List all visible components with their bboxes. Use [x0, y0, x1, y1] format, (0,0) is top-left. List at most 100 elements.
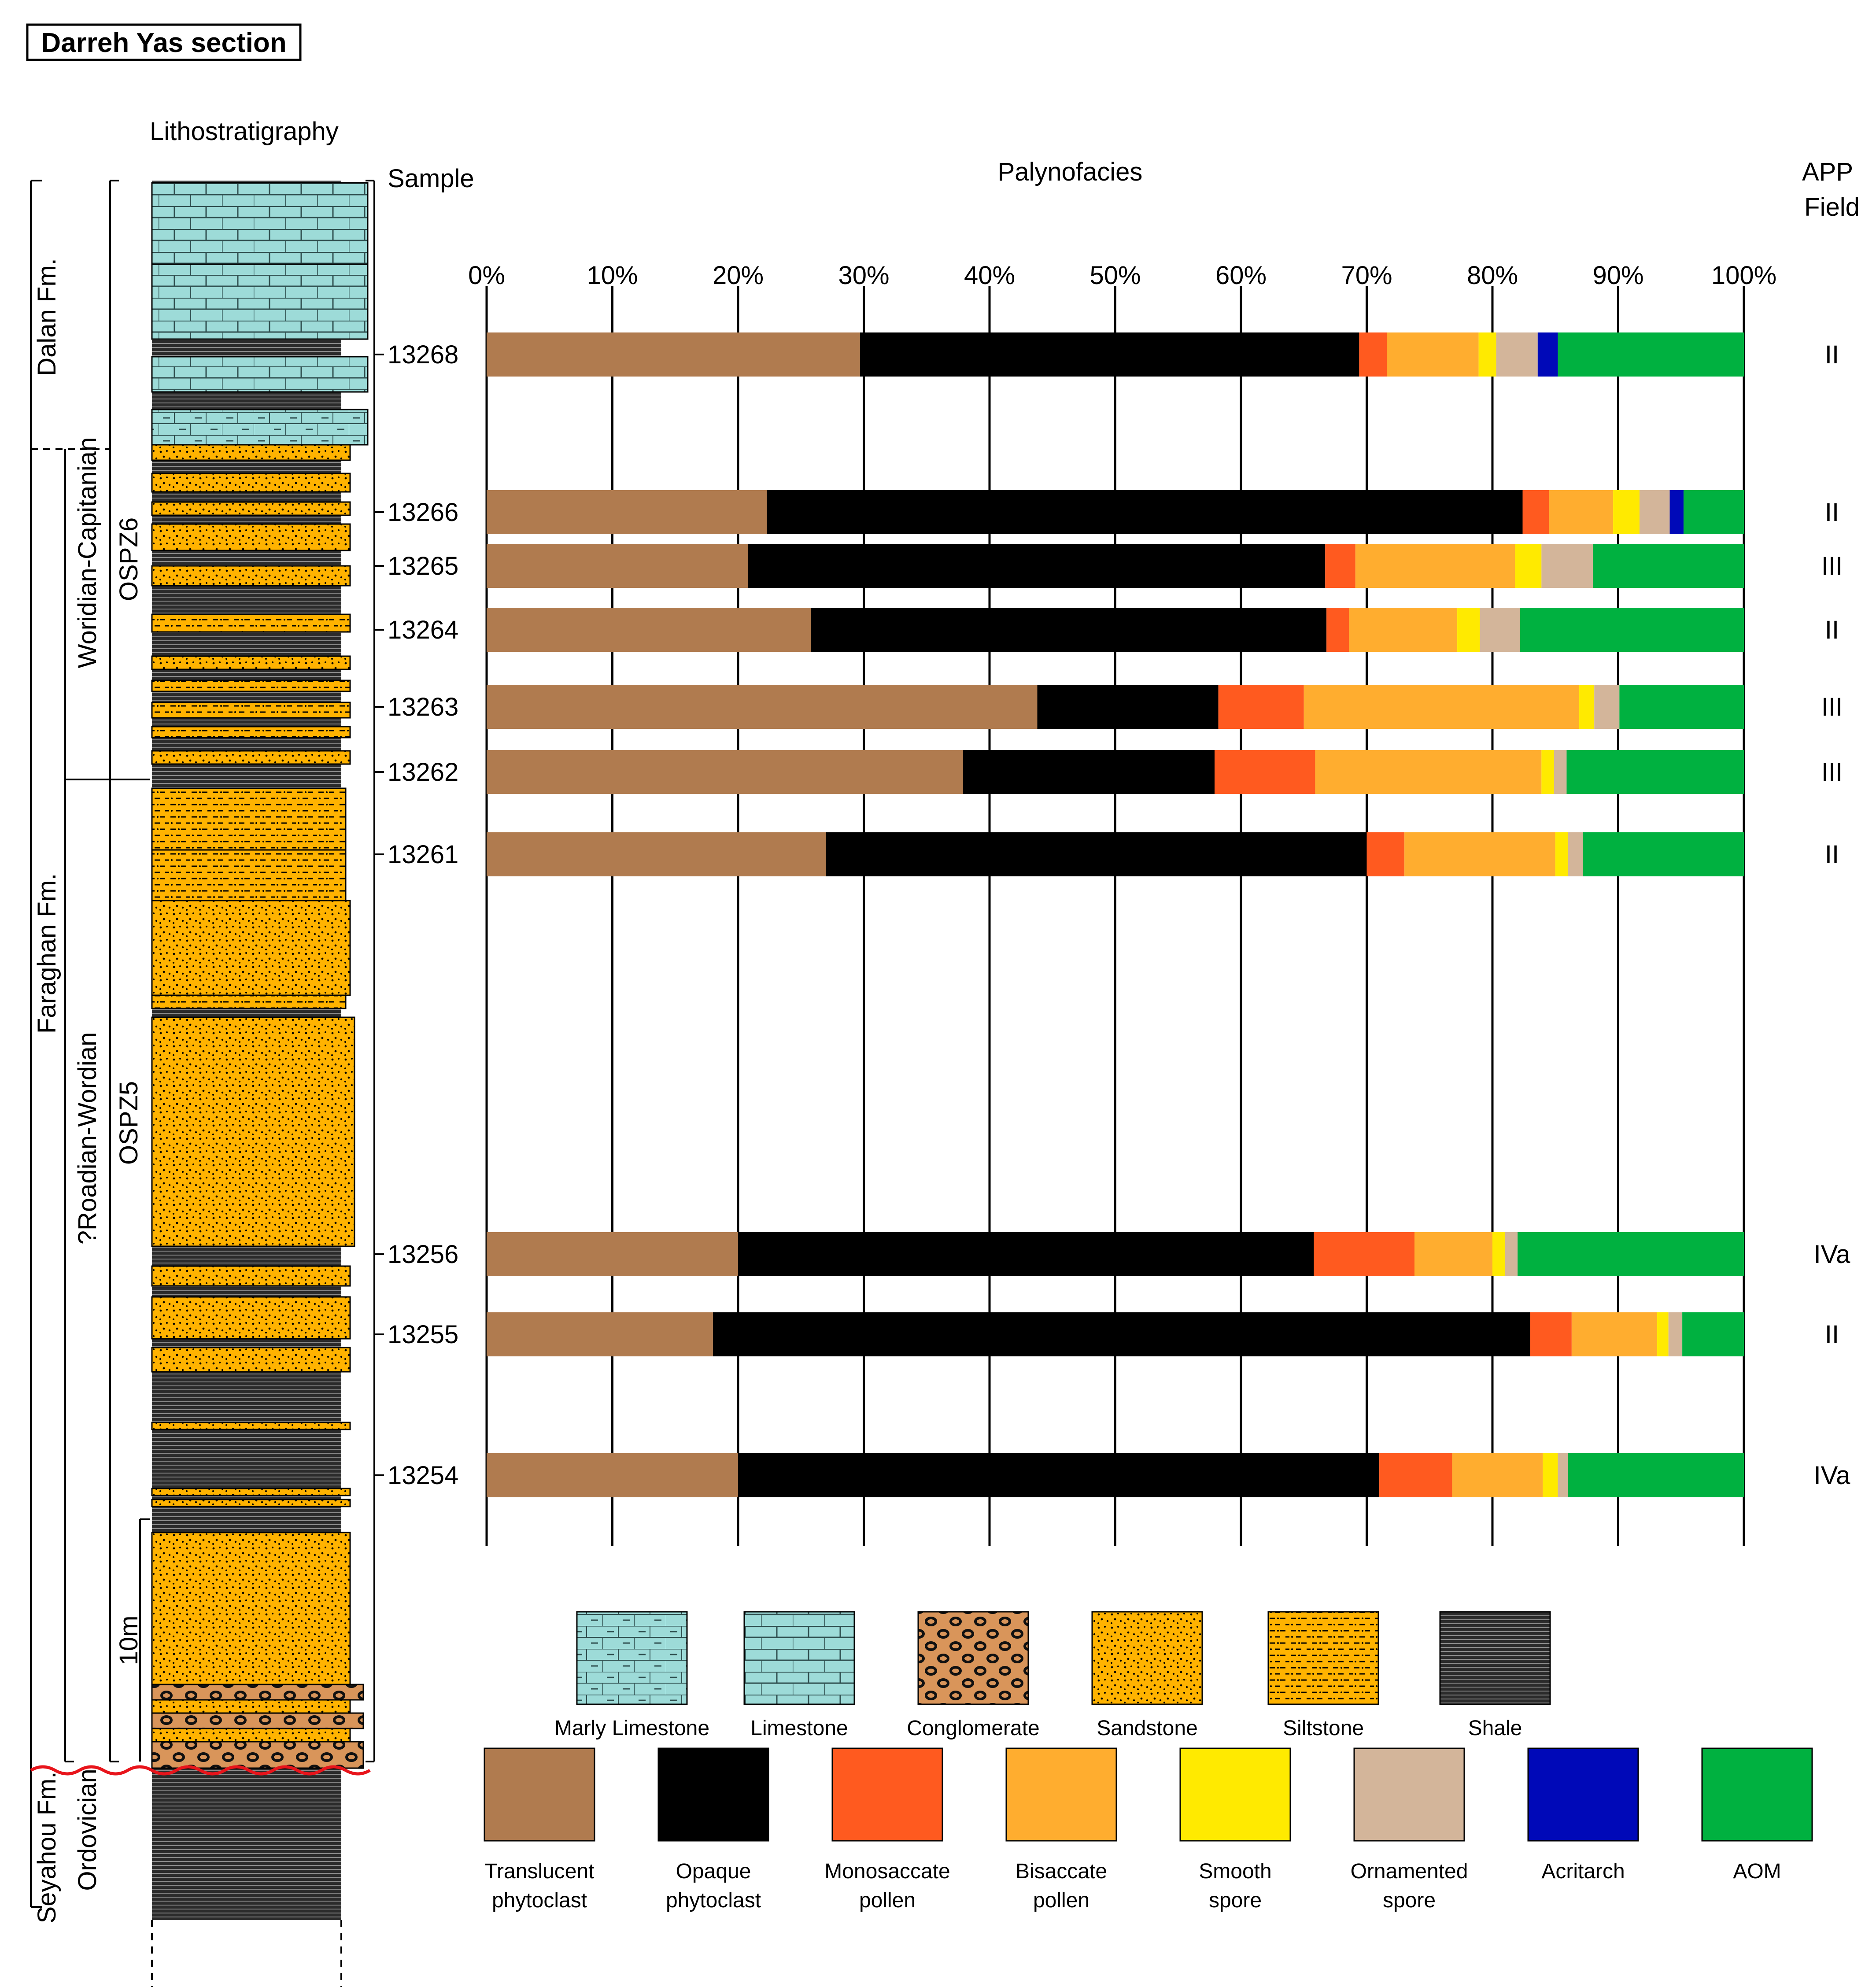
bar-segment-bisaccate [1414, 1232, 1492, 1276]
zone-ospz5: OSPZ5 [114, 1081, 143, 1165]
figure-title: Darreh Yas section [41, 28, 286, 58]
legend-swatch-acritarch [1527, 1747, 1639, 1842]
lithology-legend-labels: Marly Limestone Limestone Conglomerate S… [554, 1717, 1522, 1740]
legend-swatch-opaque [657, 1747, 769, 1842]
legend-swatch-siltstone [1267, 1611, 1379, 1705]
legend-label-sandstone: Sandstone [1097, 1717, 1198, 1740]
bar-segment-monosaccate [1359, 332, 1387, 377]
bar-segment-smooth [1555, 832, 1568, 876]
conglomerate-bed [151, 1741, 364, 1769]
x-tick-label: 60% [1215, 261, 1267, 290]
legend-label-ornamented: spore [1383, 1889, 1436, 1912]
legend-label-smooth: spore [1209, 1889, 1262, 1912]
legend-swatch-marly-limestone [576, 1611, 688, 1705]
conglomerate-bed [151, 1684, 364, 1701]
bar-segment-opaque [860, 332, 1359, 377]
sample-label: 13261 [388, 840, 458, 869]
bar-segment-translucent [487, 332, 860, 377]
bar-segment-smooth [1478, 332, 1496, 377]
siltstone-bed [151, 702, 351, 719]
x-tick-label: 30% [838, 261, 889, 290]
sample-label: 13256 [388, 1240, 458, 1269]
bar-segment-translucent [487, 1453, 738, 1497]
x-tick-label: 80% [1467, 261, 1518, 290]
bar-segment-opaque [748, 544, 1326, 588]
legend-label-marly-limestone: Marly Limestone [554, 1717, 709, 1740]
bar-segment-smooth [1657, 1312, 1669, 1356]
component-legend: Translucent phytoclast Opaque phytoclast Mon… [484, 1747, 1813, 1912]
sandstone-bed [151, 900, 351, 996]
bar-segment-aom [1568, 1453, 1744, 1497]
strat-framework [30, 180, 375, 1987]
bar-segment-bisaccate [1404, 832, 1555, 876]
x-tick-label: 90% [1592, 261, 1643, 290]
lithology-legend [576, 1611, 1551, 1705]
bar-segment-aom [1619, 685, 1744, 729]
age-ordovician: Ordovician [73, 1769, 102, 1891]
siltstone-bed [151, 613, 351, 633]
bar-segment-ornamented [1594, 685, 1620, 729]
sandstone-bed [151, 1347, 351, 1373]
title-box [26, 23, 302, 61]
app-field-label: II [1825, 340, 1839, 369]
sandstone-bed [151, 444, 351, 461]
legend-label-opaque: phytoclast [666, 1889, 761, 1912]
x-tick-label: 100% [1711, 261, 1776, 290]
legend-label-shale: Shale [1468, 1717, 1522, 1740]
bar-segment-bisaccate [1549, 490, 1614, 534]
legend-label-aom: AOM [1733, 1860, 1781, 1883]
bar-segment-opaque [738, 1453, 1380, 1497]
bar-segment-bisaccate [1571, 1312, 1658, 1356]
sample-labels: 13268 13266 13265 13264 13263 13262 13261 13256… [374, 340, 458, 1490]
bar-segment-monosaccate [1366, 832, 1405, 876]
sample-label: 13255 [388, 1320, 458, 1349]
bar-segment-ornamented [1554, 750, 1567, 794]
age-woridian-capitanian: Woridian-Capitanian [73, 437, 102, 668]
chart-x-ticks: 0% 10% 20% 30% 40% 50% 60% 70% 80% 90% 100% [468, 261, 1776, 290]
legend-label-bisaccate: pollen [1033, 1889, 1089, 1912]
bar-segment-smooth [1541, 750, 1554, 794]
bar-segment-aom [1558, 332, 1744, 377]
bar-segment-smooth [1613, 490, 1640, 534]
bar-segment-smooth [1457, 608, 1480, 652]
legend-swatch-conglomerate [917, 1611, 1029, 1705]
chart-grid [485, 286, 1745, 1546]
sample-label: 13266 [388, 498, 458, 527]
bar-segment-aom [1518, 1232, 1744, 1276]
formation-dalan: Dalan Fm. [33, 258, 61, 376]
limestone-bed [151, 182, 369, 265]
bar-segment-opaque [1037, 685, 1219, 729]
bar-segment-smooth [1579, 685, 1595, 729]
bar-segment-smooth [1515, 544, 1542, 588]
siltstone-bed [151, 787, 347, 851]
bar-segment-translucent [487, 750, 964, 794]
bar-segment-opaque [713, 1312, 1530, 1356]
marly-limestone-bed [151, 409, 369, 446]
sandstone-bed [151, 501, 351, 516]
limestone-bed [151, 263, 369, 340]
legend-label-ornamented: Ornamented [1351, 1860, 1468, 1883]
bar-segment-opaque [767, 490, 1523, 534]
bar-segment-ornamented [1668, 1312, 1683, 1356]
limestone-bed [151, 356, 369, 393]
sandstone-bed [151, 523, 351, 551]
bar-segment-bisaccate [1452, 1453, 1543, 1497]
legend-swatch-ornamented [1353, 1747, 1465, 1842]
sandstone-bed [151, 1016, 355, 1247]
sample-label: 13254 [388, 1461, 458, 1490]
bar-segment-smooth [1492, 1232, 1505, 1276]
siltstone-bed [151, 680, 351, 692]
scale-label: 10m [114, 1616, 143, 1666]
x-tick-label: 50% [1089, 261, 1141, 290]
legend-swatch-smooth [1179, 1747, 1291, 1842]
bar-segment-translucent [487, 490, 767, 534]
bar-segment-acritarch [1537, 332, 1558, 377]
bar-segment-monosaccate [1325, 544, 1355, 588]
sandstone-bed [151, 1488, 351, 1496]
siltstone-bed [151, 849, 347, 901]
bar-segment-opaque [963, 750, 1215, 794]
x-tick-label: 40% [964, 261, 1015, 290]
bar-segment-aom [1583, 832, 1744, 876]
